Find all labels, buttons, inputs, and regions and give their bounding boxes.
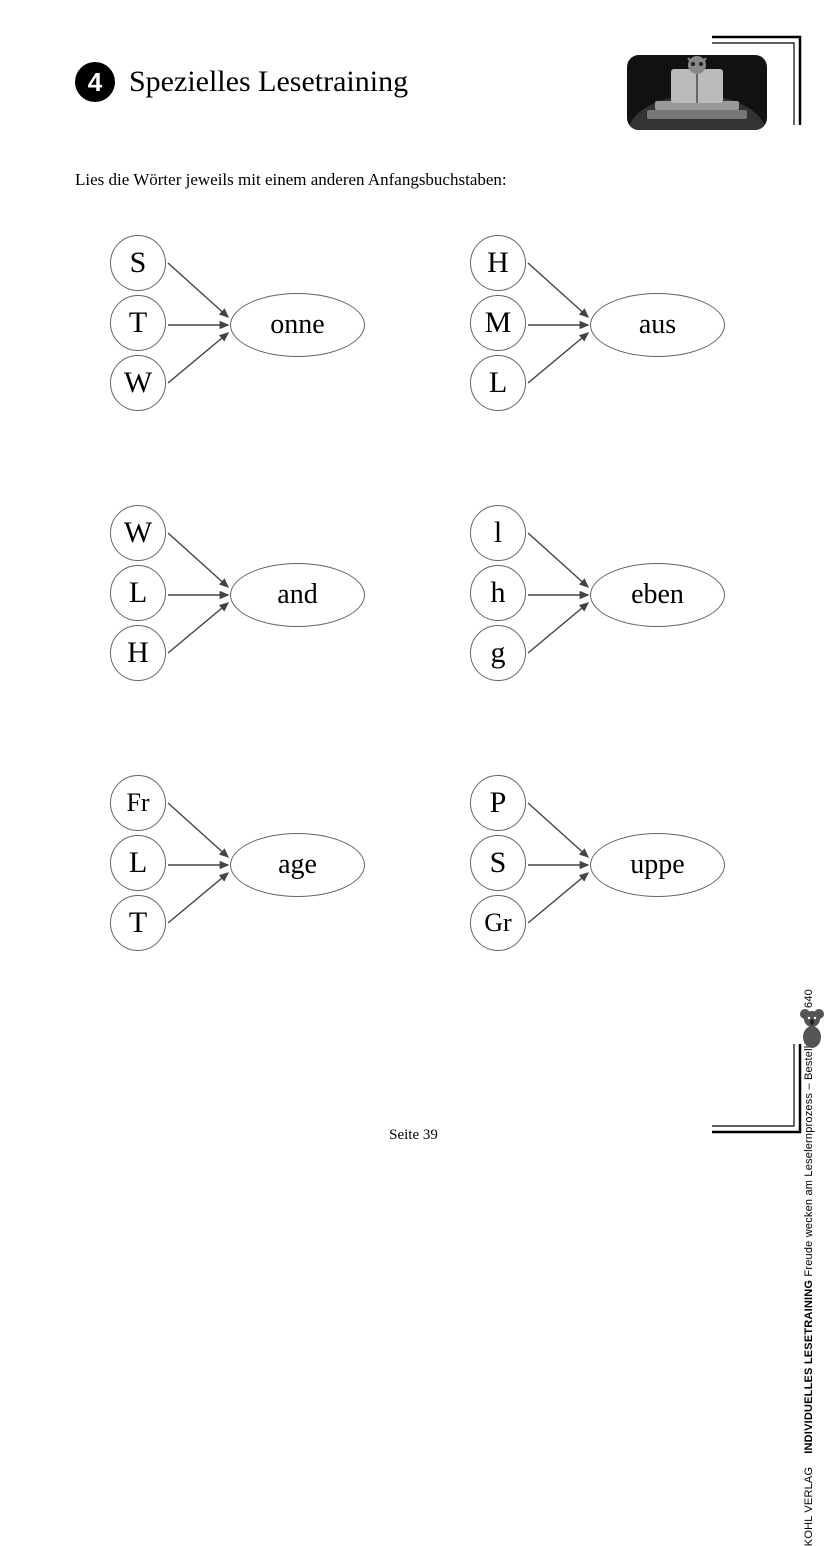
letter-circle: g bbox=[470, 625, 526, 681]
letter-circle: T bbox=[110, 895, 166, 951]
instruction-text: Lies die Wörter jeweils mit einem andere… bbox=[75, 170, 507, 190]
exercise-4: FrLTage bbox=[60, 765, 400, 965]
word-ellipse: uppe bbox=[590, 833, 725, 897]
exercise-2: WLHand bbox=[60, 495, 400, 695]
letter-circle: Fr bbox=[110, 775, 166, 831]
letter-circle: L bbox=[470, 355, 526, 411]
exercise-3: lhg eben bbox=[420, 495, 760, 695]
worksheet-page: 4 Spezielles Lesetraining Lies die Wörte… bbox=[0, 0, 827, 1169]
letter-circle: T bbox=[110, 295, 166, 351]
letter-circle: W bbox=[110, 355, 166, 411]
header: 4 Spezielles Lesetraining bbox=[75, 62, 408, 102]
word-ellipse: aus bbox=[590, 293, 725, 357]
page-number: Seite 39 bbox=[0, 1127, 827, 1144]
book-title: INDIVIDUELLES LESETRAINING bbox=[803, 1280, 815, 1454]
exercise-5: PSGr uppe bbox=[420, 765, 760, 965]
exercise-1: HMLaus bbox=[420, 225, 760, 425]
word-ellipse: onne bbox=[230, 293, 365, 357]
word-ellipse: and bbox=[230, 563, 365, 627]
word-ellipse: eben bbox=[590, 563, 725, 627]
exercise-0: STWonne bbox=[60, 225, 400, 425]
letter-circle: Gr bbox=[470, 895, 526, 951]
corner-frame-bottom bbox=[712, 1044, 802, 1134]
mascot-logo bbox=[627, 55, 767, 130]
publisher-mascot-icon bbox=[797, 999, 827, 1049]
letter-circle: P bbox=[470, 775, 526, 831]
letter-circle: l bbox=[470, 505, 526, 561]
section-number: 4 bbox=[88, 67, 102, 98]
page-title: Spezielles Lesetraining bbox=[129, 65, 408, 99]
letter-circle: L bbox=[110, 565, 166, 621]
letter-circle: H bbox=[110, 625, 166, 681]
letter-circle: H bbox=[470, 235, 526, 291]
letter-circle: L bbox=[110, 835, 166, 891]
letter-circle: S bbox=[110, 235, 166, 291]
letter-circle: S bbox=[470, 835, 526, 891]
letter-circle: W bbox=[110, 505, 166, 561]
letter-circle: h bbox=[470, 565, 526, 621]
letter-circle: M bbox=[470, 295, 526, 351]
word-ellipse: age bbox=[230, 833, 365, 897]
publisher-side-text: KOHL VERLAG INDIVIDUELLES LESETRAINING F… bbox=[803, 989, 815, 1546]
section-number-badge: 4 bbox=[75, 62, 115, 102]
publisher-logo-text: KOHL VERLAG bbox=[803, 1467, 815, 1546]
